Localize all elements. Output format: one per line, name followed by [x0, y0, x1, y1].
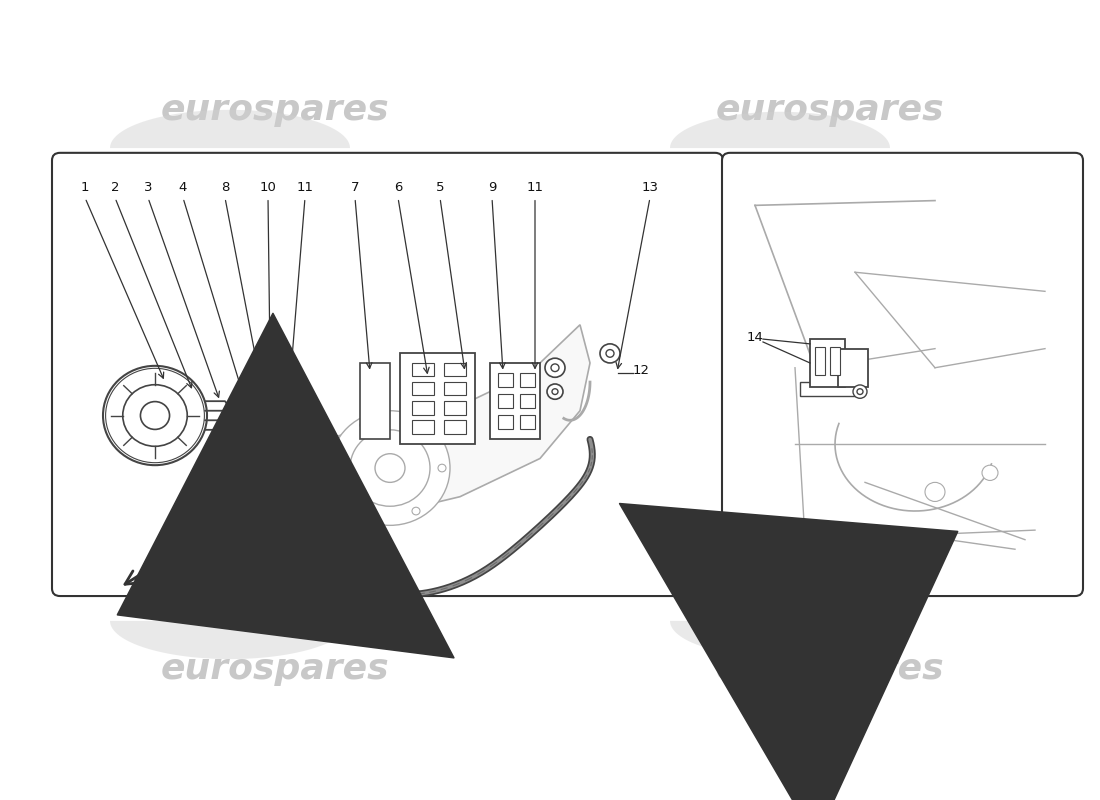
- Text: 11: 11: [297, 181, 313, 194]
- Bar: [360, 363, 390, 439]
- Polygon shape: [670, 112, 890, 148]
- Bar: [400, 354, 475, 444]
- Bar: [232, 430, 240, 439]
- Circle shape: [438, 464, 446, 472]
- Bar: [444, 363, 466, 376]
- Bar: [830, 346, 840, 375]
- Bar: [520, 414, 535, 429]
- Circle shape: [857, 389, 864, 394]
- Text: 5: 5: [436, 181, 444, 194]
- Bar: [498, 394, 513, 408]
- Circle shape: [551, 364, 559, 371]
- FancyBboxPatch shape: [722, 153, 1084, 596]
- Bar: [412, 401, 434, 414]
- Text: 10: 10: [260, 181, 276, 194]
- Text: eurospares: eurospares: [161, 652, 389, 686]
- Circle shape: [925, 482, 945, 502]
- Bar: [412, 363, 434, 376]
- Text: 13: 13: [641, 181, 659, 194]
- Text: 11: 11: [527, 181, 543, 194]
- Bar: [444, 420, 466, 434]
- Circle shape: [375, 454, 405, 482]
- Circle shape: [982, 465, 998, 481]
- Text: 8: 8: [221, 181, 229, 194]
- Text: 3: 3: [144, 181, 152, 194]
- Circle shape: [256, 458, 262, 463]
- Text: 9: 9: [487, 181, 496, 194]
- Text: 14: 14: [746, 330, 763, 344]
- Bar: [490, 363, 540, 439]
- Bar: [810, 339, 845, 387]
- Circle shape: [334, 464, 342, 472]
- Circle shape: [360, 507, 368, 515]
- FancyBboxPatch shape: [52, 153, 723, 596]
- Circle shape: [103, 366, 207, 465]
- Bar: [815, 346, 825, 375]
- Text: 6: 6: [394, 181, 403, 194]
- Circle shape: [412, 507, 420, 515]
- Bar: [520, 394, 535, 408]
- Bar: [240, 392, 278, 449]
- Circle shape: [330, 410, 450, 526]
- Text: 1: 1: [80, 181, 89, 194]
- Text: 4: 4: [179, 181, 187, 194]
- Circle shape: [350, 430, 430, 506]
- Circle shape: [141, 402, 169, 430]
- Bar: [232, 406, 240, 415]
- Text: eurospares: eurospares: [161, 93, 389, 127]
- Bar: [498, 373, 513, 387]
- Circle shape: [252, 454, 266, 467]
- Polygon shape: [110, 621, 350, 659]
- Circle shape: [544, 358, 565, 378]
- Bar: [444, 401, 466, 414]
- Circle shape: [852, 385, 867, 398]
- Bar: [498, 414, 513, 429]
- Polygon shape: [260, 325, 590, 526]
- Circle shape: [412, 422, 420, 429]
- Circle shape: [360, 422, 368, 429]
- Bar: [278, 430, 286, 439]
- Text: 12: 12: [632, 364, 650, 377]
- Bar: [800, 382, 855, 397]
- Text: 2: 2: [111, 181, 119, 194]
- Circle shape: [552, 389, 558, 394]
- Bar: [278, 406, 286, 415]
- Circle shape: [606, 350, 614, 358]
- Polygon shape: [110, 110, 350, 148]
- Bar: [444, 382, 466, 395]
- Bar: [520, 373, 535, 387]
- Circle shape: [547, 384, 563, 399]
- Text: 7: 7: [351, 181, 360, 194]
- Bar: [412, 420, 434, 434]
- Circle shape: [123, 385, 187, 446]
- Bar: [412, 382, 434, 395]
- Text: eurospares: eurospares: [716, 652, 944, 686]
- Polygon shape: [670, 621, 890, 657]
- Text: eurospares: eurospares: [716, 93, 944, 127]
- Circle shape: [600, 344, 620, 363]
- Bar: [838, 349, 868, 387]
